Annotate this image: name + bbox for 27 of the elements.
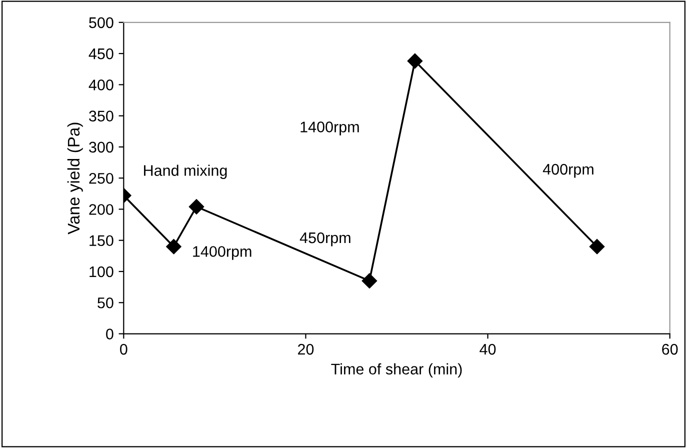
y-tick-label: 200 [89,204,114,215]
point [188,199,204,214]
y-tick-label: 500 [89,17,114,28]
annotation: 1400rpm [193,246,252,260]
x-tick-label: 20 [298,344,314,355]
y-tick-label: 150 [90,235,114,246]
annotation: 400rpm [542,164,594,178]
y-tick-label: 450 [88,48,114,60]
y-tick-label: 400 [88,80,114,90]
annotation: Hand mixing [144,164,227,179]
y-tick-label: 350 [89,110,114,122]
y-tick-label: 0 [106,328,114,340]
point [589,239,605,254]
x-tick-label: 0 [120,344,128,355]
y-tick-label: 50 [98,297,114,308]
point [407,53,423,69]
x-tick-label: 60 [662,344,678,355]
y-tick-label: 250 [89,172,114,184]
point [362,273,378,288]
y-tick-label: 100 [90,266,114,278]
x-tick-label: 40 [480,344,496,355]
x-axis-title: Time of shear (min) [331,363,462,378]
y-axis-title: Vane yield (Pa) [67,122,83,234]
annotation: 450rpm [300,232,350,246]
y-tick-label: 300 [89,142,114,153]
point [166,239,182,254]
annotation: 1400rpm [300,122,359,136]
